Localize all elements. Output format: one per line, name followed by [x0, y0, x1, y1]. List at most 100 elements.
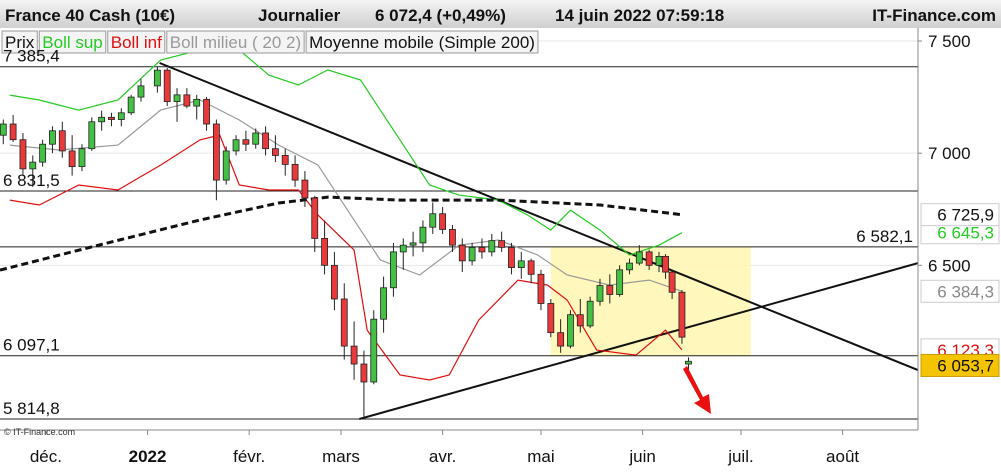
candle-body: [547, 303, 555, 334]
legend-box: [305, 30, 539, 54]
x-tick-label: avr.: [429, 447, 456, 466]
indicator-line: [9, 134, 683, 381]
candle-body: [331, 264, 338, 300]
value-box-label: 6 384,3: [937, 282, 994, 301]
y-tick-label: 7 500: [928, 32, 971, 51]
candle-body: [311, 197, 319, 239]
candle-body: [655, 255, 663, 266]
candle-body: [127, 96, 135, 114]
candle-body: [39, 143, 47, 163]
legend-label: Boll inf: [111, 33, 162, 52]
candle-body: [183, 94, 191, 107]
level-label: 6 582,1: [856, 227, 913, 246]
legend-label: Boll milieu ( 20 2): [170, 33, 301, 52]
candle-body: [242, 139, 250, 145]
level-label: 6 097,1: [3, 336, 60, 355]
candle-body: [370, 318, 378, 383]
candle-body: [222, 150, 230, 181]
candle-body: [449, 229, 456, 246]
candle-body: [301, 179, 309, 199]
candle-body: [645, 251, 653, 266]
legend-box: [1, 30, 38, 54]
candle-body: [163, 69, 171, 102]
candle-body: [232, 139, 240, 152]
candle-body: [508, 246, 515, 268]
candle-body: [88, 121, 96, 150]
candle-body: [429, 213, 437, 228]
candle-body: [360, 363, 368, 383]
candle-body: [271, 148, 279, 156]
legend-label: Moyenne mobile (Simple 200): [309, 33, 535, 52]
value-box-label: 6 725,9: [937, 206, 994, 225]
legend: Prix Boll sup Boll inf Boll milieu ( 20 2) M…: [1, 30, 539, 54]
candle-body: [350, 345, 358, 365]
candle-body: [488, 240, 496, 253]
candle-body: [678, 291, 686, 338]
value-box: [920, 279, 1000, 303]
candle-body: [173, 94, 181, 102]
candle-body: [29, 161, 37, 170]
candle-body: [626, 262, 633, 271]
candle-body: [567, 314, 574, 347]
y-tick-label: 7 000: [928, 144, 971, 163]
candle-body: [409, 242, 417, 246]
legend-label: Prix: [5, 33, 35, 52]
candle-body: [517, 260, 525, 268]
candle-body: [252, 132, 260, 145]
value-box: [920, 353, 1000, 377]
x-tick-label: mars: [322, 447, 360, 466]
candle-body: [262, 132, 269, 150]
candle-body: [616, 269, 624, 295]
value-box: [920, 203, 1000, 227]
legend-box: [107, 30, 166, 54]
legend-label: Boll sup: [42, 33, 102, 52]
y-tick-label: 6 500: [928, 256, 971, 275]
candle-body: [108, 116, 115, 120]
candle-body: [203, 98, 210, 125]
candle-body: [0, 123, 7, 136]
x-tick-label: août: [826, 447, 859, 466]
candle-body: [49, 130, 56, 145]
candle-body: [557, 332, 565, 347]
value-box-label: 6 645,3: [937, 224, 994, 243]
x-tick-label: févr.: [233, 447, 265, 466]
trendline: [359, 262, 918, 420]
level-label: 6 831,5: [3, 171, 60, 190]
x-tick-label: déc.: [30, 447, 62, 466]
candle-body: [9, 123, 17, 141]
candle-body: [321, 238, 328, 266]
arrow: [683, 366, 711, 414]
level-label: 5 814,8: [3, 399, 60, 418]
indicator-line: [9, 49, 683, 256]
candle-body: [291, 163, 299, 181]
value-box-label: 6 053,7: [937, 356, 994, 375]
candle-body: [117, 112, 125, 120]
legend-box: [38, 30, 107, 54]
candle-body: [606, 285, 614, 295]
candle-body: [439, 213, 447, 230]
x-tick-label: mai: [527, 447, 554, 466]
candle-body: [586, 300, 594, 327]
candle-body: [340, 298, 348, 347]
header-bar: [0, 0, 1001, 28]
x-tick-label: juin: [628, 447, 655, 466]
trendline: [159, 62, 918, 372]
copyright: © IT-Finance.com: [4, 427, 75, 437]
candle-body: [685, 360, 692, 365]
header-brand: IT-Finance.com: [872, 6, 996, 25]
candle-body: [380, 287, 387, 320]
candle-body: [281, 155, 289, 165]
candle-body: [662, 255, 669, 273]
header-last: 6 072,4 (+0,49%): [375, 6, 506, 25]
plot-area: [0, 40, 918, 420]
candle-body: [668, 271, 676, 293]
legend-box: [166, 30, 305, 54]
candle-body: [68, 150, 76, 168]
header: France 40 Cash (10€) Journalier 6 072,4 …: [5, 6, 996, 25]
candle-body: [527, 260, 535, 275]
candle-body: [576, 314, 584, 327]
candle-body: [458, 244, 466, 262]
candle-body: [498, 240, 506, 248]
candle-body: [478, 246, 486, 253]
